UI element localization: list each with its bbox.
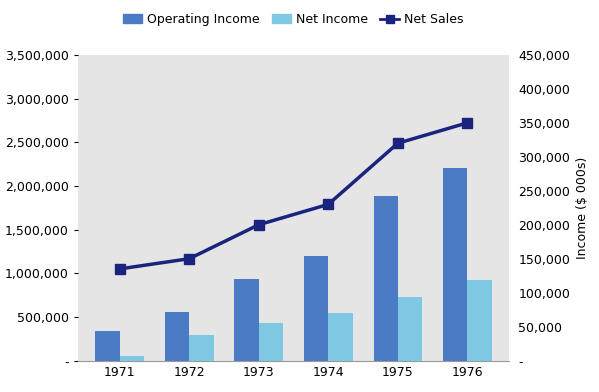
Bar [189, 335, 213, 361]
Bar [165, 312, 189, 361]
Bar [443, 169, 467, 361]
Bar [259, 323, 283, 361]
Legend: Operating Income, Net Income, Net Sales: Operating Income, Net Income, Net Sales [119, 8, 468, 31]
Bar [467, 280, 492, 361]
Bar [374, 196, 398, 361]
Bar [304, 256, 328, 361]
Bar [328, 312, 353, 361]
Bar [234, 279, 259, 361]
Y-axis label: Income ($ 000s): Income ($ 000s) [576, 157, 589, 259]
Bar [95, 331, 120, 361]
Bar [398, 297, 422, 361]
Bar [120, 356, 144, 361]
